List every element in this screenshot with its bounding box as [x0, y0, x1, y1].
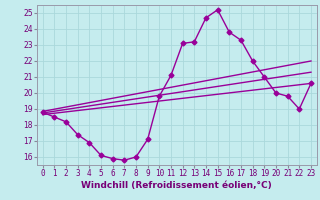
X-axis label: Windchill (Refroidissement éolien,°C): Windchill (Refroidissement éolien,°C)	[81, 181, 272, 190]
